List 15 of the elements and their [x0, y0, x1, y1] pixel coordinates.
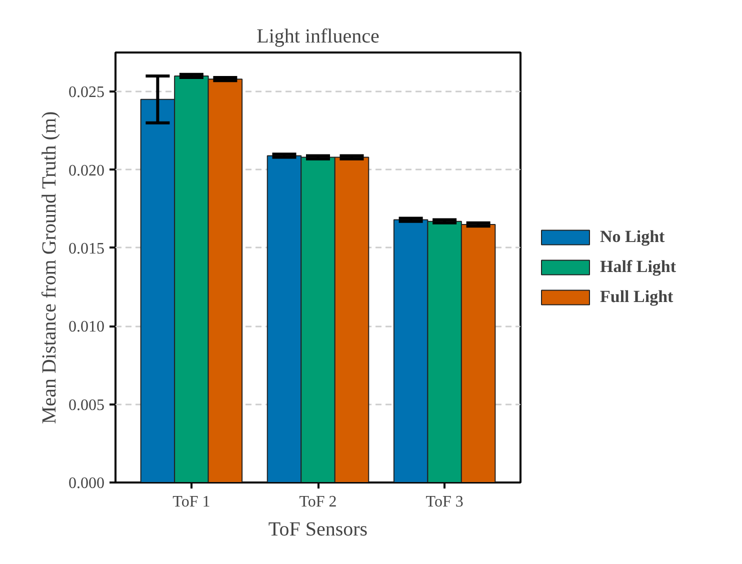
legend-label: Half Light	[600, 257, 676, 277]
x-tick-label: ToF 2	[299, 494, 337, 510]
y-tick-label: 0.020	[68, 162, 104, 180]
x-tick-label: ToF 1	[172, 494, 210, 510]
y-tick-label: 0.015	[68, 240, 104, 258]
y-axis-title: Mean Distance from Ground Truth (m)	[38, 111, 60, 424]
y-tick-label: 0.010	[68, 318, 104, 336]
x-axis-title: ToF Sensors	[268, 518, 368, 540]
y-tick-label: 0.025	[68, 84, 104, 102]
legend-label: No Light	[600, 227, 665, 247]
y-tick-label: 0.005	[68, 396, 104, 414]
x-tick-label: ToF 3	[426, 494, 464, 510]
y-tick-label: 0.000	[68, 475, 104, 492]
legend-label: Full Light	[600, 287, 674, 307]
chart-title: Light influence	[256, 26, 380, 48]
